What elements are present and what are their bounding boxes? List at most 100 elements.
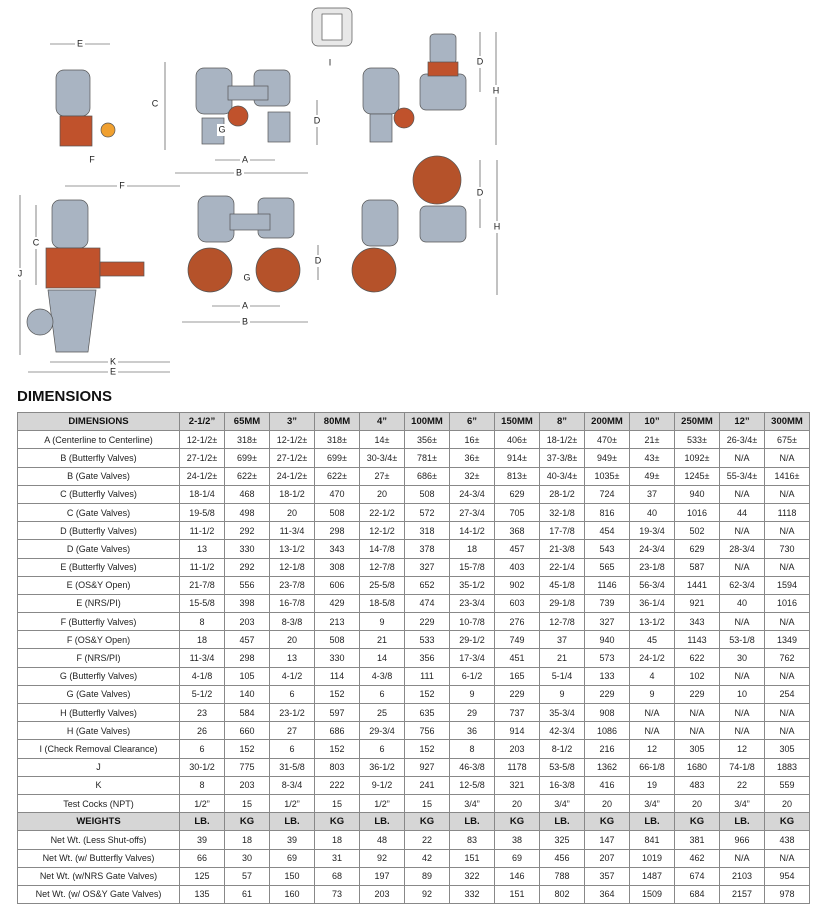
cell: 8: [449, 739, 495, 759]
cell: 24-1/2±: [269, 466, 315, 486]
label-background: [491, 85, 501, 97]
cell: 1016: [674, 502, 720, 523]
cell: 8: [179, 612, 225, 632]
cell: 49±: [629, 466, 675, 486]
table-row: E (OS&Y Open) 21-7/8 556 23-7/8 606 25-5/8 652…: [17, 575, 810, 595]
cell: 254: [764, 684, 810, 705]
dimension-label: H: [494, 221, 501, 231]
table-row: C (Butterfly Valves) 18-1/4 468 18-1/2 470 20…: [17, 484, 810, 504]
row-label: H (Gate Valves): [17, 721, 180, 741]
cell: 378: [404, 539, 450, 559]
cell: 398: [224, 593, 270, 614]
dimension-label: D: [477, 187, 484, 197]
cell: 9: [449, 684, 495, 705]
cell: 908: [584, 702, 630, 723]
table-row: G (Gate Valves) 5-1/2 140 6 152 6 152 9 229 9 229 9…: [17, 684, 810, 705]
cell: 12-1/2: [359, 521, 405, 541]
cell: 298: [224, 648, 270, 668]
cell: 699±: [314, 448, 360, 468]
cell: 11-1/2: [179, 557, 225, 577]
cell: 1019: [629, 848, 675, 868]
table-row: Test Cocks (NPT) 1/2” 15 1/2” 15 1/2” 15 3/4” 20…: [17, 793, 810, 814]
cell: 10-7/8: [449, 612, 495, 632]
cell: 53-1/8: [719, 630, 765, 650]
label-background: [242, 272, 252, 284]
cell: 213: [314, 612, 360, 632]
cell: 327: [404, 557, 450, 577]
row-label: E (Butterfly Valves): [17, 557, 180, 577]
cell: 22: [719, 775, 765, 795]
cell: 4-1/8: [179, 666, 225, 686]
cell: 330: [224, 539, 270, 559]
label-background: [492, 221, 502, 233]
cell: N/A: [764, 484, 810, 504]
cell: 102: [674, 666, 720, 686]
cell: 498: [224, 502, 270, 523]
cell: 24-1/2±: [179, 466, 225, 486]
cell: 229: [404, 612, 450, 632]
row-label: A (Centerline to Centerline): [17, 430, 180, 450]
cell: 1146: [584, 575, 630, 595]
cell: 508: [404, 484, 450, 504]
cell: 730: [764, 539, 810, 559]
cell: 229: [584, 684, 630, 705]
row-label: Test Cocks (NPT): [17, 793, 180, 814]
cell: 27: [269, 721, 315, 741]
row-label: H (Butterfly Valves): [17, 702, 180, 723]
cell: 684: [674, 884, 720, 905]
label-background: [234, 167, 244, 179]
cell: 20: [494, 793, 540, 814]
cell: 31-5/8: [269, 757, 315, 777]
dimension-label: E: [77, 38, 83, 48]
cell: 46-3/8: [449, 757, 495, 777]
cell: 22-1/4: [539, 557, 585, 577]
valve-illustrations: [26, 7, 467, 353]
label-background: [31, 237, 41, 249]
cell: 24-3/4: [449, 484, 495, 504]
table-row: F (Butterfly Valves) 8 203 8-3/8 213 9 229 10-7…: [17, 612, 810, 632]
cell: 147: [584, 830, 630, 850]
cell: N/A: [719, 721, 765, 741]
cell: 368: [494, 521, 540, 541]
cell: 229: [494, 684, 540, 705]
cell: 20: [269, 630, 315, 650]
cell: 30: [224, 848, 270, 868]
cell: 35-1/2: [449, 575, 495, 595]
cell: 68: [314, 866, 360, 886]
cell: 788: [539, 866, 585, 886]
cell: 66-1/8: [629, 757, 675, 777]
cell: 20: [584, 793, 630, 814]
cell: 73: [314, 884, 360, 905]
cell: 45: [629, 630, 675, 650]
cell: 57: [224, 866, 270, 886]
cell: 622±: [224, 466, 270, 486]
cell: 474: [404, 593, 450, 614]
cell: 111: [404, 666, 450, 686]
cell: 10”: [629, 411, 675, 432]
cell: 954: [764, 866, 810, 886]
cell: 9: [539, 684, 585, 705]
cell: 62-3/4: [719, 575, 765, 595]
cell: N/A: [764, 448, 810, 468]
cell: 816: [584, 502, 630, 523]
cell: 2-1/2”: [179, 411, 225, 432]
cell: 451: [494, 648, 540, 668]
cell: 321: [494, 775, 540, 795]
cell: 69: [494, 848, 540, 868]
cell: 152: [314, 739, 360, 759]
cell: 13: [179, 539, 225, 559]
cell: 36: [449, 721, 495, 741]
dimension-label: B: [236, 167, 242, 177]
cell: 15: [404, 793, 450, 814]
cell: 543: [584, 539, 630, 559]
cell: 197: [359, 866, 405, 886]
cell: 17-3/4: [449, 648, 495, 668]
cell: 19-3/4: [629, 521, 675, 541]
cell: 318: [404, 521, 450, 541]
cell: 1349: [764, 630, 810, 650]
cell: 1/2”: [179, 793, 225, 814]
cell: 21: [359, 630, 405, 650]
cell: 15: [314, 793, 360, 814]
cell: 1594: [764, 575, 810, 595]
